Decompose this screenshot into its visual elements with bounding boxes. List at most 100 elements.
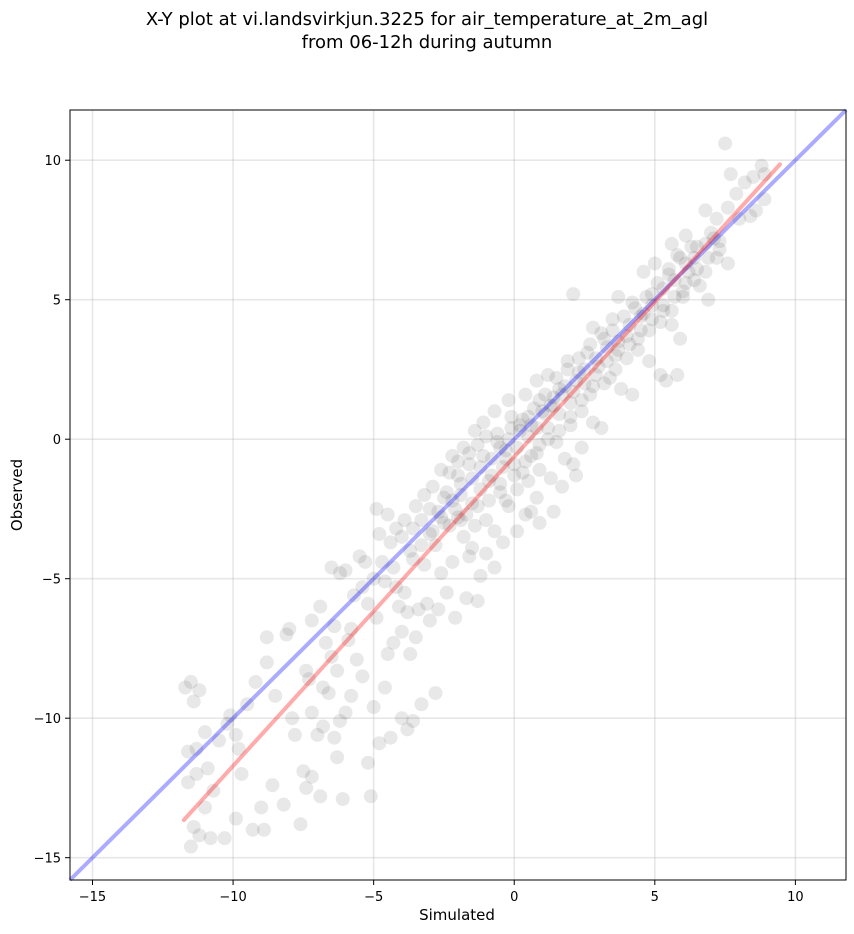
data-point — [189, 766, 204, 781]
data-point — [555, 479, 570, 494]
data-point — [487, 560, 502, 575]
data-point — [659, 373, 674, 388]
data-point — [692, 278, 707, 293]
data-point — [608, 348, 623, 363]
data-point — [611, 334, 626, 349]
data-point — [510, 440, 525, 455]
data-point — [456, 440, 471, 455]
data-point — [597, 331, 612, 346]
data-point — [327, 730, 342, 745]
x-axis-label: Simulated — [419, 906, 495, 924]
data-point — [678, 256, 693, 271]
data-point — [743, 209, 758, 224]
data-point — [324, 560, 339, 575]
x-tick-label: 5 — [651, 890, 659, 905]
regression-line — [181, 162, 782, 823]
data-point — [540, 421, 555, 436]
data-point — [442, 518, 457, 533]
data-point — [619, 351, 634, 366]
data-point — [507, 457, 522, 472]
data-point — [352, 549, 367, 564]
data-point — [414, 538, 429, 553]
data-point — [667, 273, 682, 288]
data-point — [566, 287, 581, 302]
data-point — [197, 725, 212, 740]
data-point — [265, 778, 280, 793]
y-axis-label: Observed — [8, 459, 26, 531]
data-point — [664, 317, 679, 332]
data-point — [656, 303, 671, 318]
data-point — [490, 426, 505, 441]
data-point — [425, 524, 440, 539]
data-point — [183, 674, 198, 689]
data-point — [723, 167, 738, 182]
data-point — [276, 797, 291, 812]
data-point — [470, 594, 485, 609]
data-point — [344, 621, 359, 636]
data-point — [591, 359, 606, 374]
data-point — [380, 507, 395, 522]
data-point — [678, 228, 693, 243]
data-point — [521, 429, 536, 444]
data-point — [681, 264, 696, 279]
data-point — [231, 741, 246, 756]
data-point — [709, 211, 724, 226]
data-point — [636, 306, 651, 321]
data-point — [425, 479, 440, 494]
data-point — [642, 354, 657, 369]
data-point — [549, 434, 564, 449]
y-tick-label: −10 — [34, 712, 61, 727]
data-point — [372, 527, 387, 542]
data-point — [411, 602, 426, 617]
data-point — [585, 379, 600, 394]
data-point — [414, 513, 429, 528]
data-point — [285, 711, 300, 726]
data-point — [442, 465, 457, 480]
grid-lines — [70, 110, 846, 880]
data-point — [400, 722, 415, 737]
data-point — [183, 839, 198, 854]
data-point — [645, 312, 659, 327]
data-point — [600, 340, 615, 355]
data-point — [661, 262, 676, 277]
data-point — [220, 716, 235, 731]
data-point — [487, 404, 502, 419]
data-point — [394, 711, 409, 726]
data-point — [332, 566, 347, 581]
data-point — [678, 275, 693, 290]
data-point — [493, 476, 508, 491]
data-point — [408, 499, 423, 514]
data-point — [515, 465, 530, 480]
data-point — [431, 602, 446, 617]
data-point — [518, 454, 533, 469]
data-point — [200, 761, 215, 776]
data-point — [518, 507, 533, 522]
x-tick-label: −5 — [364, 890, 383, 905]
data-point — [420, 596, 435, 611]
data-point — [484, 451, 499, 466]
data-point — [366, 571, 381, 586]
data-point — [293, 817, 308, 832]
data-point — [408, 630, 423, 645]
data-point — [448, 610, 463, 625]
data-point — [377, 680, 392, 695]
data-point — [563, 418, 578, 433]
data-point — [434, 462, 449, 477]
data-point — [431, 504, 446, 519]
data-point — [228, 727, 243, 742]
data-point — [473, 460, 488, 475]
data-point — [459, 591, 474, 606]
data-point — [701, 292, 716, 307]
data-point — [456, 529, 471, 544]
chart-title: X-Y plot at vi.landsvirkjun.3225 for air… — [0, 8, 854, 54]
data-point — [259, 655, 274, 670]
data-point — [557, 379, 572, 394]
data-point — [625, 295, 640, 310]
data-point — [217, 831, 232, 846]
data-point — [645, 298, 659, 313]
data-point — [687, 250, 702, 265]
data-point — [445, 448, 460, 463]
data-point — [580, 345, 595, 360]
data-point — [622, 337, 637, 352]
data-point — [532, 515, 547, 530]
